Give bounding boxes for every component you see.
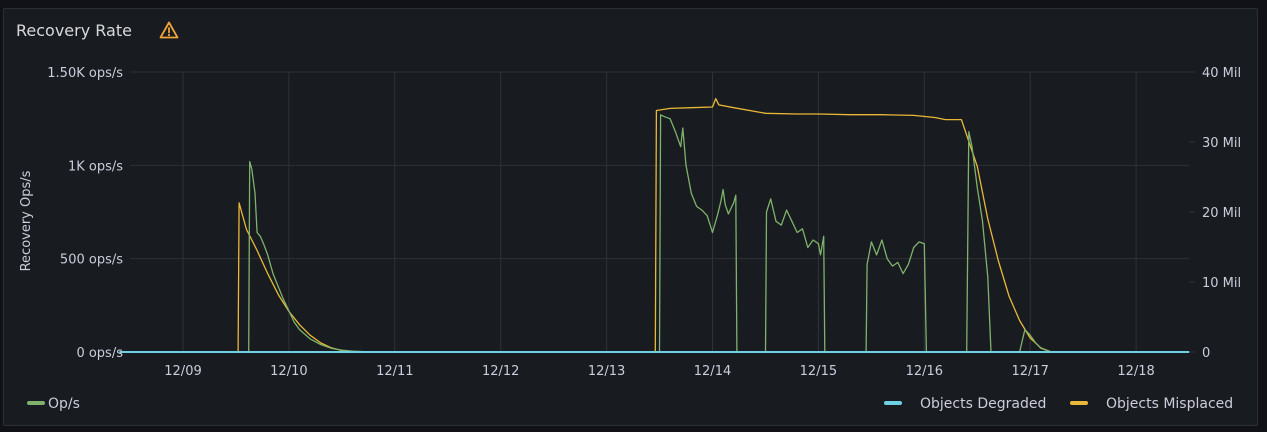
- y-left-tick-label: 0 ops/s: [76, 346, 123, 361]
- warning-triangle-icon[interactable]: [159, 20, 179, 40]
- legend: Op/s Objects Degraded Objects Misplaced: [27, 396, 1233, 412]
- y-right-tick-label: 20 Mil: [1202, 206, 1241, 221]
- x-tick-label: 12/14: [694, 364, 731, 379]
- x-tick-label: 12/16: [906, 364, 943, 379]
- legend-label[interactable]: Op/s: [48, 396, 80, 412]
- x-tick-label: 12/12: [482, 364, 519, 379]
- grid: [130, 71, 1195, 353]
- y-right-tick-label: 30 Mil: [1202, 136, 1241, 151]
- y-axis-label: Recovery Ops/s: [19, 170, 34, 271]
- x-tick-label: 12/15: [800, 364, 837, 379]
- legend-label[interactable]: Objects Misplaced: [1106, 396, 1233, 412]
- y-right-tick-label: 10 Mil: [1202, 276, 1241, 291]
- x-tick-label: 12/18: [1117, 364, 1154, 379]
- series-line-objects-misplaced: [119, 97, 1190, 353]
- panel-title[interactable]: Recovery Rate: [16, 21, 132, 40]
- legend-label[interactable]: Objects Degraded: [920, 396, 1046, 412]
- y-left-tick-label: 1K ops/s: [68, 159, 123, 174]
- y-right-tick-label: 0: [1202, 346, 1210, 361]
- series-line-op-s: [119, 114, 1190, 353]
- series-lines: [119, 97, 1190, 353]
- y-left-tick-label: 500 ops/s: [60, 253, 123, 268]
- chart-panel: Recovery Rate: [3, 8, 1258, 426]
- axes: 0 ops/s 500 ops/s 1K ops/s 1.50K ops/s 0 10 M…: [47, 66, 1241, 379]
- x-tick-label: 12/17: [1011, 364, 1048, 379]
- x-tick-label: 12/10: [270, 364, 307, 379]
- x-tick-label: 12/11: [376, 364, 413, 379]
- y-right-tick-label: 40 Mil: [1202, 66, 1241, 81]
- x-tick-label: 12/13: [588, 364, 625, 379]
- y-left-tick-label: 1.50K ops/s: [47, 66, 123, 81]
- x-tick-label: 12/09: [164, 364, 201, 379]
